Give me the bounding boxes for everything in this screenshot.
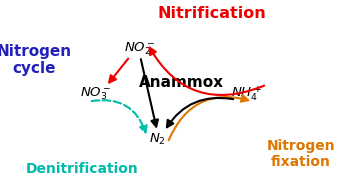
Text: Nitrogen
fixation: Nitrogen fixation bbox=[267, 139, 335, 169]
Text: $NO_2^-$: $NO_2^-$ bbox=[124, 41, 156, 57]
Text: $N_2$: $N_2$ bbox=[149, 132, 166, 147]
Text: $NH_4^+$: $NH_4^+$ bbox=[231, 85, 262, 103]
Text: Nitrification: Nitrification bbox=[158, 6, 266, 21]
Text: $NO_3^-$: $NO_3^-$ bbox=[80, 86, 111, 102]
Text: Anammox: Anammox bbox=[139, 75, 224, 90]
Text: Nitrogen
cycle: Nitrogen cycle bbox=[0, 44, 72, 76]
Text: Denitrification: Denitrification bbox=[26, 162, 139, 176]
